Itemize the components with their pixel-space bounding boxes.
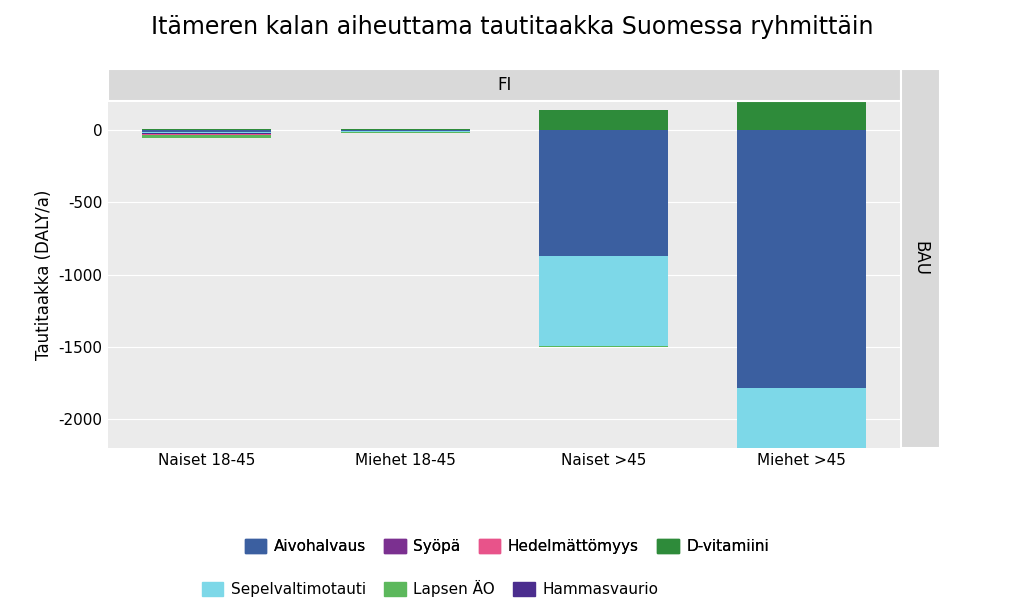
- Bar: [737, 568, 866, 569]
- Bar: [341, 129, 470, 130]
- Text: Itämeren kalan aiheuttama tautitaakka Suomessa ryhmittäin: Itämeren kalan aiheuttama tautitaakka Su…: [151, 15, 873, 39]
- Bar: [539, 130, 668, 256]
- Bar: [539, 110, 668, 130]
- Legend: Sepelvaltimotauti, Lapsen ÄO, Hammasvaurio: Sepelvaltimotauti, Lapsen ÄO, Hammasvaur…: [202, 580, 658, 597]
- Bar: [142, 130, 271, 133]
- Text: FI: FI: [497, 76, 512, 95]
- Bar: [142, 133, 271, 134]
- Bar: [737, 387, 866, 568]
- Bar: [142, 134, 271, 138]
- Bar: [737, 130, 866, 387]
- Text: BAU: BAU: [911, 241, 930, 276]
- Legend: Aivohalvaus, Syöpä, Hedelmättömyys, D-vitamiini: Aivohalvaus, Syöpä, Hedelmättömyys, D-vi…: [245, 538, 769, 554]
- Bar: [142, 129, 271, 130]
- Y-axis label: Tautitaakka (DALY/a): Tautitaakka (DALY/a): [35, 190, 53, 360]
- Bar: [539, 256, 668, 346]
- Bar: [737, 87, 866, 130]
- Bar: [341, 130, 470, 131]
